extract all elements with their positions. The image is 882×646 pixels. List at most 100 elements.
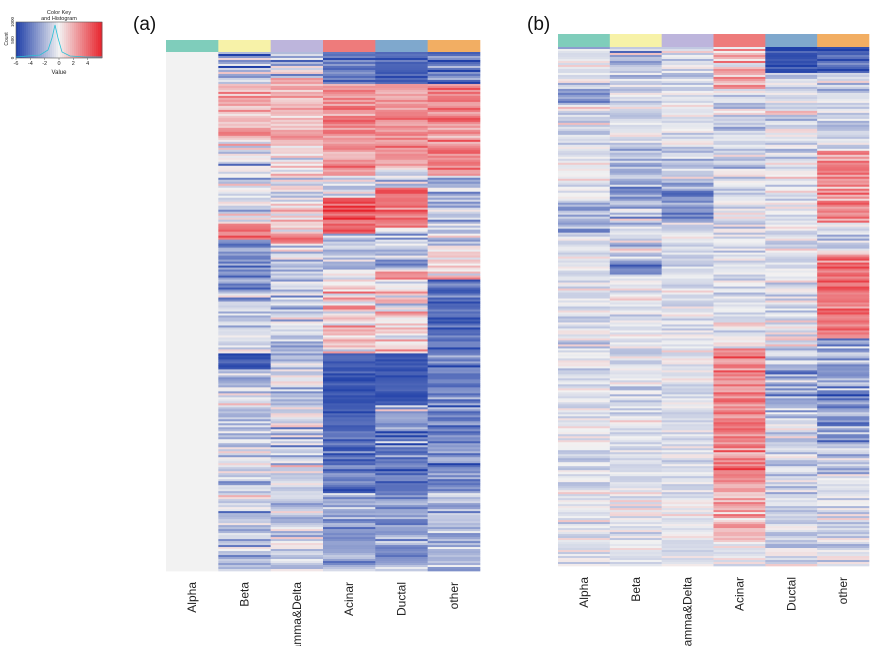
heatmap-cell [765, 210, 818, 214]
heatmap-cell [218, 129, 271, 133]
heatmap-cell [323, 67, 376, 71]
heatmap-cell [323, 153, 376, 157]
heatmap-cell [661, 384, 714, 387]
heatmap-cell [558, 558, 611, 561]
heatmap-cell [270, 207, 324, 211]
heatmap-cell [713, 84, 766, 88]
heatmap-cell [166, 427, 219, 430]
heatmap-cell [817, 274, 870, 277]
heatmap-cell [609, 536, 662, 539]
heatmap-cell [166, 207, 219, 211]
heatmap-cell [166, 275, 219, 278]
annotation-bar-beta [218, 40, 271, 52]
heatmap-cell [323, 123, 376, 127]
heatmap-cell [166, 331, 219, 334]
heatmap-cell [218, 403, 271, 406]
heatmap-cell [765, 452, 818, 455]
heatmap-cell [765, 540, 818, 543]
heatmap-cell [270, 275, 324, 278]
heatmap-cell [218, 305, 271, 308]
heatmap-cell [558, 148, 611, 152]
heatmap-cell [558, 182, 611, 186]
heatmap-cell [375, 181, 428, 185]
heatmap-cell [218, 115, 271, 119]
heatmap-cell [166, 163, 219, 167]
heatmap-cell [558, 384, 611, 387]
heatmap-cell [323, 141, 376, 145]
heatmap-cell [166, 497, 219, 500]
heatmap-cell [375, 213, 428, 217]
heatmap-cell [765, 82, 818, 86]
heatmap-cell [323, 107, 376, 111]
heatmap-cell [661, 418, 714, 421]
heatmap-cell [713, 228, 766, 231]
heatmap-cell [817, 47, 870, 50]
heatmap-cell [166, 501, 219, 504]
heatmap-cell [427, 177, 481, 181]
heatmap-cell [661, 294, 714, 297]
heatmap-cell [427, 123, 481, 127]
heatmap-cell [270, 369, 324, 372]
heatmap-cell [765, 278, 818, 281]
heatmap-cell [270, 407, 324, 410]
heatmap-cell [218, 569, 271, 572]
heatmap-cell [817, 184, 870, 188]
heatmap-cell [375, 303, 428, 306]
heatmap-cell [609, 306, 662, 309]
heatmap-cell [817, 536, 870, 539]
heatmap-cell [166, 463, 219, 466]
heatmap-cell [270, 445, 324, 448]
heatmap-cell [375, 371, 428, 374]
heatmap-cell [427, 57, 481, 61]
heatmap-cell [713, 286, 766, 289]
heatmap-cell [609, 278, 662, 281]
heatmap-cell [427, 87, 481, 91]
heatmap-cell [427, 461, 481, 464]
heatmap-cell [427, 413, 481, 416]
heatmap-cell [765, 424, 818, 427]
heatmap-cell [713, 364, 766, 367]
heatmap-cell [427, 435, 481, 438]
heatmap-cell [765, 262, 818, 265]
heatmap-cell [218, 427, 271, 430]
heatmap-cell [375, 147, 428, 151]
heatmap-cell [323, 125, 376, 129]
heatmap-cell [218, 117, 271, 121]
heatmap-cell [765, 272, 818, 275]
heatmap-cell [558, 118, 611, 122]
heatmap-cell [270, 69, 324, 73]
heatmap-cell [817, 142, 870, 146]
heatmap-cell [713, 438, 766, 441]
heatmap-cell [166, 115, 219, 119]
heatmap-cell [375, 417, 428, 420]
column-label: Acinar [732, 577, 746, 611]
heatmap-cell [661, 436, 714, 439]
heatmap-cell [817, 532, 870, 535]
heatmap-cell [323, 513, 376, 516]
heatmap-cell [427, 483, 481, 486]
heatmap-cell [323, 377, 376, 380]
heatmap-cell [427, 531, 481, 534]
heatmap-cell [218, 419, 271, 422]
heatmap-cell [166, 471, 219, 474]
heatmap-cell [558, 360, 611, 363]
heatmap-cell [323, 363, 376, 366]
heatmap-cell [661, 254, 714, 257]
heatmap-cell [323, 491, 376, 494]
heatmap-cell [270, 389, 324, 392]
heatmap-cell [609, 558, 662, 561]
heatmap-cell [713, 500, 766, 503]
heatmap-cell [427, 407, 481, 410]
heatmap-cell [713, 324, 766, 327]
heatmap-cell [218, 519, 271, 522]
heatmap-cell [765, 190, 818, 194]
heatmap-cell [558, 120, 611, 124]
heatmap-cell [713, 408, 766, 411]
annotation-bar-ductal [375, 40, 428, 52]
heatmap-cell [713, 452, 766, 455]
heatmap-cell [218, 453, 271, 456]
heatmap-cell [218, 147, 271, 151]
heatmap-cell [765, 532, 818, 535]
heatmap-cell [765, 462, 818, 465]
heatmap-cell [765, 164, 818, 168]
